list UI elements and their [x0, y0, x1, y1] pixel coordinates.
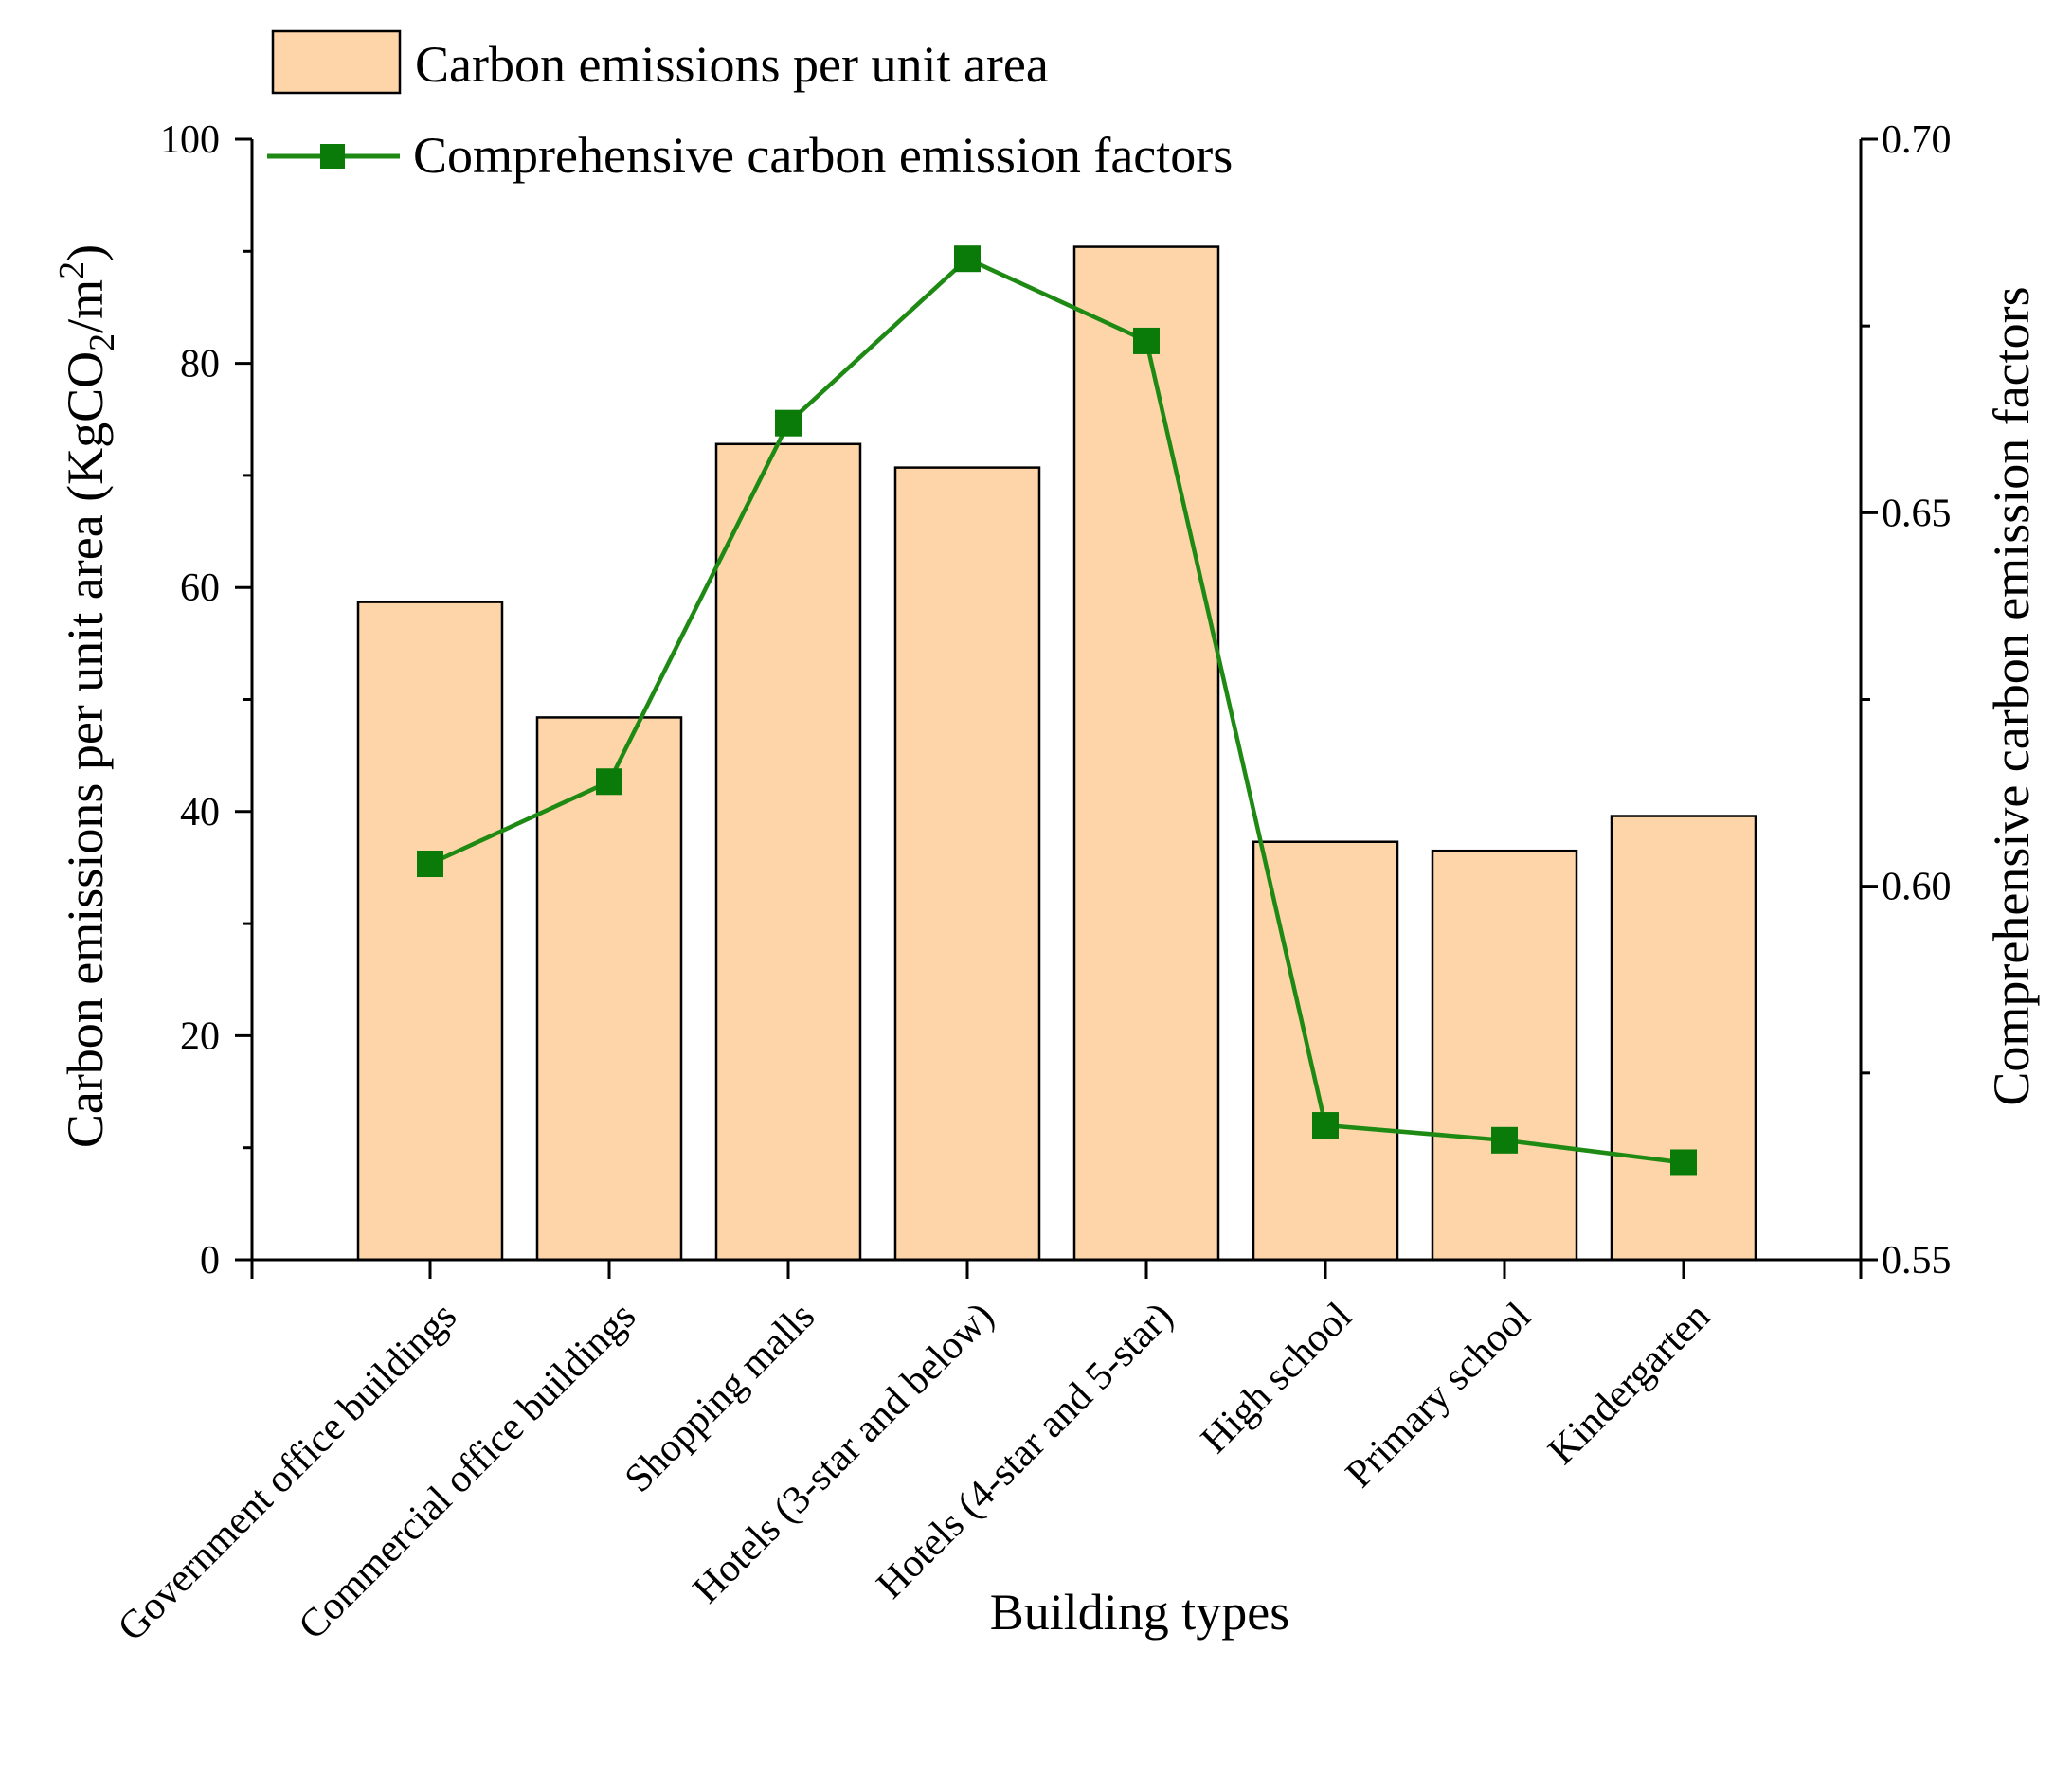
y-right-tick-label: 0.60 — [1882, 866, 1952, 909]
bar — [893, 466, 1041, 1262]
category-label: High school — [1193, 1295, 1360, 1462]
category-label: Kindergarten — [1540, 1295, 1719, 1474]
y-left-tick-label: 80 — [180, 343, 220, 386]
y-left-tick-label: 40 — [180, 791, 220, 834]
bar — [1610, 815, 1757, 1262]
y-right-axis-title: Comprehensive carbon emission factors — [1983, 286, 2040, 1105]
line-marker — [1312, 1112, 1339, 1139]
bar — [356, 601, 504, 1262]
category-label: Hotels (4-star and 5-star) — [869, 1295, 1181, 1607]
bar — [1431, 849, 1578, 1262]
line-marker — [1491, 1126, 1518, 1154]
legend-line-label: Comprehensive carbon emission factors — [413, 127, 1233, 184]
y-left-title-end: ) — [57, 244, 114, 261]
y-left-tick-label: 100 — [160, 118, 220, 162]
legend-line-marker — [320, 144, 345, 169]
y-left-title-sub: 2 — [82, 333, 122, 351]
emission-factor-line — [429, 256, 1685, 1165]
line-layer — [417, 245, 1697, 1176]
y-left-axis-title: Carbon emissions per unit area (KgCO2/m2… — [52, 244, 122, 1148]
line-marker — [596, 768, 622, 796]
line-marker — [954, 245, 981, 273]
y-right-tick-label: 0.55 — [1882, 1239, 1952, 1283]
y-left-title-main: Carbon emissions per unit area (KgCO — [57, 351, 114, 1148]
y-left-tick-label: 0 — [200, 1239, 220, 1283]
legend: Carbon emissions per unit area Comprehen… — [267, 29, 1233, 184]
y-right-tick-label: 0.65 — [1882, 492, 1952, 535]
y-left-title-mid: /m — [57, 279, 114, 333]
y-left-tick-label: 20 — [180, 1014, 220, 1058]
y-left-title-sup: 2 — [52, 261, 92, 279]
x-axis-title: Building types — [990, 1584, 1290, 1641]
y-left-tick-label: 60 — [180, 566, 220, 610]
y-right-tick-label: 0.70 — [1882, 118, 1952, 162]
line-marker — [417, 851, 443, 878]
category-label: Shopping malls — [617, 1295, 823, 1501]
bar — [535, 716, 683, 1262]
bar — [1072, 245, 1220, 1262]
line-marker — [1133, 327, 1160, 354]
category-label: Hotels (3-star and below) — [685, 1295, 1002, 1612]
axes-layer: 0 20 40 60 80 100 0.55 0.60 0.65 0.70 — [160, 118, 1952, 1283]
category-label: Primary school — [1338, 1295, 1540, 1497]
category-label: Government office buildings — [110, 1295, 465, 1650]
bars-layer — [356, 245, 1757, 1262]
category-label: Commercial office buildings — [291, 1295, 644, 1648]
line-marker — [1670, 1149, 1697, 1176]
legend-bar-swatch — [271, 29, 402, 95]
legend-bar-label: Carbon emissions per unit area — [415, 36, 1049, 93]
bar — [714, 442, 862, 1262]
line-marker — [775, 409, 802, 437]
